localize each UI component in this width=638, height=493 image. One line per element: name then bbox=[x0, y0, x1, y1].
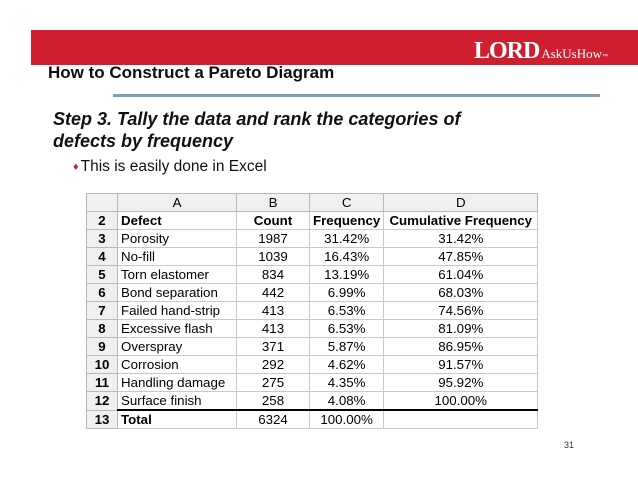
header-cumulative-frequency: Cumulative Frequency bbox=[383, 211, 539, 230]
row-number: 4 bbox=[86, 247, 118, 266]
cumulative-frequency-cell: 74.56% bbox=[383, 301, 539, 320]
cumulative-frequency-cell: 95.92% bbox=[383, 373, 539, 392]
slide-title: How to Construct a Pareto Diagram bbox=[48, 63, 335, 82]
table-row: 4 No-fill 1039 16.43% 47.85% bbox=[86, 247, 539, 266]
defect-cell: Porosity bbox=[117, 229, 237, 248]
count-cell: 413 bbox=[236, 301, 310, 320]
row-number: 5 bbox=[86, 265, 118, 284]
count-cell: 258 bbox=[236, 391, 310, 411]
table-row: 12 Surface finish 258 4.08% 100.00% bbox=[86, 391, 539, 411]
count-cell: 371 bbox=[236, 337, 310, 356]
defect-cell: Torn elastomer bbox=[117, 265, 237, 284]
count-cell: 834 bbox=[236, 265, 310, 284]
total-count: 6324 bbox=[236, 409, 310, 429]
title-divider bbox=[113, 94, 600, 97]
bullet-item: ♦ This is easily done in Excel bbox=[73, 158, 267, 176]
cumulative-frequency-cell: 31.42% bbox=[383, 229, 539, 248]
defect-cell: No-fill bbox=[117, 247, 237, 266]
table-row: 5 Torn elastomer 834 13.19% 61.04% bbox=[86, 265, 539, 284]
excel-table: A B C D 2 Defect Count Frequency Cumulat… bbox=[86, 193, 539, 429]
frequency-cell: 13.19% bbox=[308, 265, 385, 284]
frequency-cell: 5.87% bbox=[308, 337, 385, 356]
column-header-b: B bbox=[236, 193, 310, 212]
defect-cell: Handling damage bbox=[117, 373, 237, 392]
logo-brand: LORD bbox=[473, 38, 540, 64]
count-cell: 275 bbox=[236, 373, 310, 392]
row-number: 12 bbox=[86, 391, 118, 411]
page-number: 31 bbox=[564, 440, 575, 450]
table-row: 6 Bond separation 442 6.99% 68.03% bbox=[86, 283, 539, 302]
logo-tagline: AskUsHow bbox=[541, 46, 602, 61]
row-number: 3 bbox=[86, 229, 118, 248]
diamond-bullet-icon: ♦ bbox=[73, 161, 79, 173]
pareto-tally-table: A B C D 2 Defect Count Frequency Cumulat… bbox=[86, 193, 539, 429]
total-label: Total bbox=[117, 409, 237, 429]
table-row: 3 Porosity 1987 31.42% 31.42% bbox=[86, 229, 539, 248]
count-cell: 442 bbox=[236, 283, 310, 302]
frequency-cell: 16.43% bbox=[308, 247, 385, 266]
cumulative-frequency-cell: 61.04% bbox=[383, 265, 539, 284]
table-row: 8 Excessive flash 413 6.53% 81.09% bbox=[86, 319, 539, 338]
row-number: 11 bbox=[86, 373, 118, 392]
count-cell: 413 bbox=[236, 319, 310, 338]
row-number: 8 bbox=[86, 319, 118, 338]
defect-cell: Excessive flash bbox=[117, 319, 237, 338]
cumulative-frequency-cell: 91.57% bbox=[383, 355, 539, 374]
table-row: 11 Handling damage 275 4.35% 95.92% bbox=[86, 373, 539, 392]
cumulative-frequency-cell: 100.00% bbox=[383, 391, 539, 411]
column-header-row: A B C D bbox=[86, 193, 539, 212]
total-frequency: 100.00% bbox=[308, 409, 385, 429]
frequency-cell: 6.53% bbox=[308, 319, 385, 338]
count-cell: 292 bbox=[236, 355, 310, 374]
cumulative-frequency-cell: 68.03% bbox=[383, 283, 539, 302]
frequency-cell: 31.42% bbox=[308, 229, 385, 248]
table-row: 10 Corrosion 292 4.62% 91.57% bbox=[86, 355, 539, 374]
cumulative-frequency-cell: 81.09% bbox=[383, 319, 539, 338]
defect-cell: Bond separation bbox=[117, 283, 237, 302]
step-heading: Step 3. Tally the data and rank the cate… bbox=[53, 109, 461, 151]
row-number: 13 bbox=[86, 409, 118, 429]
column-header-c: C bbox=[308, 193, 385, 212]
header-frequency: Frequency bbox=[308, 211, 385, 230]
frequency-cell: 4.08% bbox=[308, 391, 385, 411]
defect-cell: Failed hand-strip bbox=[117, 301, 237, 320]
bullet-text: This is easily done in Excel bbox=[80, 158, 267, 175]
row-number: 7 bbox=[86, 301, 118, 320]
column-header-d: D bbox=[383, 193, 539, 212]
frequency-cell: 4.35% bbox=[308, 373, 385, 392]
frequency-cell: 6.53% bbox=[308, 301, 385, 320]
defect-cell: Corrosion bbox=[117, 355, 237, 374]
row-number: 10 bbox=[86, 355, 118, 374]
defect-cell: Surface finish bbox=[117, 391, 237, 411]
row-number: 2 bbox=[86, 211, 118, 230]
corner-cell bbox=[86, 193, 118, 212]
frequency-cell: 6.99% bbox=[308, 283, 385, 302]
count-cell: 1987 bbox=[236, 229, 310, 248]
header-count: Count bbox=[236, 211, 310, 230]
frequency-cell: 4.62% bbox=[308, 355, 385, 374]
lord-logo: LORD AskUsHow ™ bbox=[474, 38, 608, 65]
row-number: 6 bbox=[86, 283, 118, 302]
header-defect: Defect bbox=[117, 211, 237, 230]
total-row: 13 Total 6324 100.00% bbox=[86, 409, 539, 429]
total-cumulative bbox=[383, 409, 539, 429]
table-header-row: 2 Defect Count Frequency Cumulative Freq… bbox=[86, 211, 539, 230]
header-bar bbox=[31, 30, 638, 65]
column-header-a: A bbox=[117, 193, 237, 212]
cumulative-frequency-cell: 86.95% bbox=[383, 337, 539, 356]
cumulative-frequency-cell: 47.85% bbox=[383, 247, 539, 266]
table-row: 9 Overspray 371 5.87% 86.95% bbox=[86, 337, 539, 356]
defect-cell: Overspray bbox=[117, 337, 237, 356]
count-cell: 1039 bbox=[236, 247, 310, 266]
row-number: 9 bbox=[86, 337, 118, 356]
table-row: 7 Failed hand-strip 413 6.53% 74.56% bbox=[86, 301, 539, 320]
logo-trademark: ™ bbox=[602, 54, 608, 60]
